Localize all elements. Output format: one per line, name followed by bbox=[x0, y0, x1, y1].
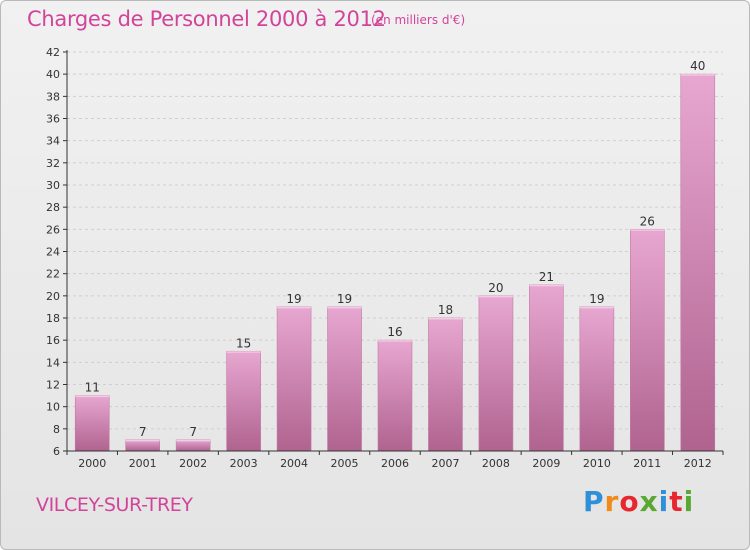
x-tick-label: 2010 bbox=[583, 457, 611, 470]
y-tick-label: 22 bbox=[46, 268, 60, 281]
data-label: 11 bbox=[85, 381, 100, 395]
data-label: 19 bbox=[286, 292, 301, 306]
logo-letter: i bbox=[658, 485, 670, 518]
y-tick-label: 10 bbox=[46, 401, 60, 414]
bar-top-edge bbox=[277, 306, 312, 309]
data-label: 19 bbox=[337, 292, 352, 306]
x-tick-label: 2006 bbox=[381, 457, 409, 470]
data-label: 15 bbox=[236, 336, 251, 350]
bars bbox=[74, 73, 716, 452]
y-tick-label: 42 bbox=[46, 46, 60, 59]
data-label: 18 bbox=[438, 303, 453, 317]
y-tick-label: 40 bbox=[46, 68, 60, 81]
x-tick-label: 2005 bbox=[331, 457, 359, 470]
bar bbox=[125, 439, 160, 452]
bar-top-edge bbox=[529, 284, 564, 287]
logo-letter: t bbox=[669, 485, 684, 518]
x-tick-label: 2011 bbox=[633, 457, 661, 470]
x-tick-label: 2009 bbox=[532, 457, 560, 470]
chart-subtitle: (en milliers d'€) bbox=[371, 13, 466, 27]
x-tick-label: 2012 bbox=[684, 457, 712, 470]
bar-top-edge bbox=[478, 295, 513, 298]
place-name: VILCEY-SUR-TREY bbox=[36, 494, 193, 516]
x-tick-label: 2001 bbox=[129, 457, 157, 470]
logo-letter: o bbox=[619, 485, 640, 518]
bar-top-edge bbox=[378, 340, 412, 342]
bar bbox=[276, 306, 312, 452]
chart-title: Charges de Personnel 2000 à 2012 bbox=[27, 7, 386, 31]
y-tick-label: 18 bbox=[46, 312, 60, 325]
bar-top-edge bbox=[327, 306, 362, 309]
bar bbox=[579, 306, 615, 452]
data-label: 7 bbox=[139, 425, 147, 439]
y-tick-label: 16 bbox=[46, 334, 60, 347]
logo-letter: x bbox=[639, 485, 659, 518]
bar bbox=[327, 306, 362, 452]
bar bbox=[226, 350, 261, 452]
y-tick-label: 8 bbox=[53, 423, 60, 436]
x-tick-label: 2002 bbox=[179, 457, 207, 470]
bar-top-edge bbox=[630, 229, 665, 231]
x-tick-label: 2000 bbox=[78, 457, 106, 470]
bar-top-edge bbox=[226, 351, 261, 353]
y-tick-label: 38 bbox=[46, 90, 60, 103]
y-tick-label: 28 bbox=[46, 201, 60, 214]
bar-top-edge bbox=[125, 439, 160, 442]
y-tick-label: 6 bbox=[53, 445, 60, 458]
bar-top-edge bbox=[176, 439, 211, 442]
logo-letter: r bbox=[604, 485, 620, 518]
bar-top-edge bbox=[680, 74, 715, 76]
bar-top-edge bbox=[579, 306, 614, 309]
data-label: 16 bbox=[387, 325, 402, 339]
data-label: 26 bbox=[640, 214, 655, 228]
y-tick-label: 20 bbox=[46, 290, 60, 303]
bar bbox=[680, 73, 716, 452]
bar bbox=[74, 395, 110, 452]
logo-letter: P bbox=[583, 485, 605, 518]
bar bbox=[175, 439, 211, 452]
bar bbox=[630, 229, 665, 452]
bar bbox=[529, 284, 564, 452]
x-tick-label: 2008 bbox=[482, 457, 510, 470]
x-tick-label: 2003 bbox=[230, 457, 258, 470]
proxiti-logo[interactable]: Proxiti bbox=[583, 485, 694, 518]
y-tick-label: 26 bbox=[46, 223, 60, 236]
bar bbox=[428, 317, 463, 452]
y-tick-label: 12 bbox=[46, 379, 60, 392]
data-label: 19 bbox=[589, 292, 604, 306]
y-tick-label: 36 bbox=[46, 113, 60, 126]
x-tick-label: 2004 bbox=[280, 457, 308, 470]
data-label: 7 bbox=[189, 425, 197, 439]
axes: 6 8 10 12 14 16 18 20 22 24 26 28 30 32 34 36 38 40 42 2000… bbox=[46, 46, 724, 470]
data-label: 21 bbox=[539, 270, 554, 284]
y-tick-label: 32 bbox=[46, 157, 60, 170]
y-tick-label: 24 bbox=[46, 246, 60, 259]
y-tick-label: 14 bbox=[46, 356, 60, 369]
data-labels: 11 7 7 15 19 19 16 18 20 21 19 26 40 bbox=[85, 59, 706, 439]
y-tick-label: 30 bbox=[46, 179, 60, 192]
logo-letter: i bbox=[683, 485, 695, 518]
bar-top-edge bbox=[75, 395, 110, 398]
data-label: 40 bbox=[690, 59, 705, 73]
data-label: 20 bbox=[488, 281, 503, 295]
bar bbox=[478, 295, 514, 452]
bar bbox=[377, 339, 413, 452]
y-tick-label: 34 bbox=[46, 135, 60, 148]
bar-top-edge bbox=[428, 318, 463, 320]
x-tick-label: 2007 bbox=[431, 457, 459, 470]
